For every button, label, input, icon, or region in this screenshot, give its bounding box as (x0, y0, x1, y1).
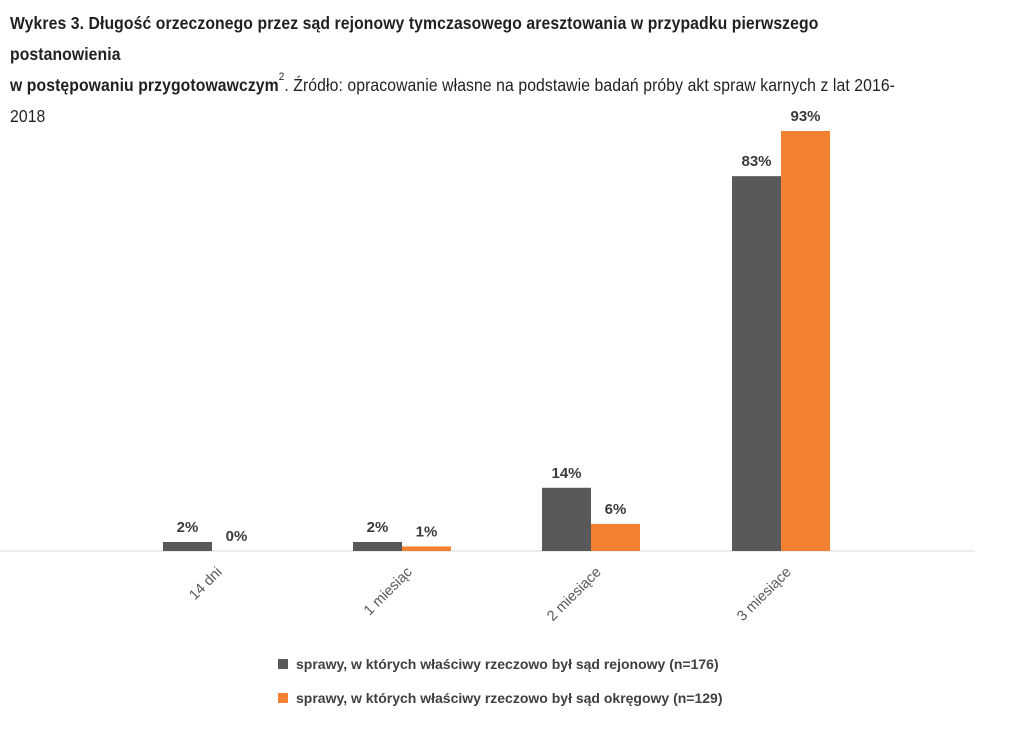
bar-rejonowy-2-miesiace (542, 487, 591, 551)
chart-caption: Wykres 3. Długość orzeczonego przez sąd … (10, 8, 915, 132)
legend-item-okregowy: sprawy, w których właściwy rzeczowo był … (278, 690, 723, 706)
data-label-rejonowy-14-dni: 2% (177, 519, 199, 536)
bar-rejonowy-3-miesiace (732, 176, 781, 551)
bar-okregowy-3-miesiace (781, 131, 830, 551)
x-tick-14-dni: 14 dni (186, 564, 225, 603)
caption-source: . Źródło: opracowanie własne na podstawi… (10, 75, 896, 126)
data-label-okregowy-1-miesiac: 1% (416, 523, 438, 540)
bars-group: 2% 2% 14% 83% 0% 1% 6% 93% (163, 108, 830, 551)
legend-label-rejonowy: sprawy, w których właściwy rzeczowo był … (296, 656, 719, 672)
x-tick-labels: 14 dni 1 miesiąc 2 miesiące 3 miesiące (186, 564, 794, 624)
bar-rejonowy-1-miesiac (353, 541, 402, 551)
x-tick-2-miesiace: 2 miesiące (544, 564, 604, 624)
bar-okregowy-2-miesiace (591, 523, 640, 551)
data-label-rejonowy-1-miesiac: 2% (367, 519, 389, 536)
data-label-rejonowy-2-miesiace: 14% (551, 465, 581, 482)
caption-title-line-2: w postępowaniu przygotowawczym (10, 75, 279, 95)
data-label-okregowy-2-miesiace: 6% (605, 501, 627, 518)
caption-title-line-1: Wykres 3. Długość orzeczonego przez sąd … (10, 13, 819, 64)
legend-label-okregowy: sprawy, w których właściwy rzeczowo był … (296, 690, 723, 706)
bar-okregowy-1-miesiac (402, 546, 451, 551)
data-label-okregowy-3-miesiace: 93% (790, 108, 820, 125)
x-tick-1-miesiac: 1 miesiąc (361, 564, 416, 619)
x-tick-3-miesiace: 3 miesiące (734, 564, 794, 624)
data-label-rejonowy-3-miesiace: 83% (741, 153, 771, 170)
legend-swatch-okregowy (278, 693, 288, 703)
legend-item-rejonowy: sprawy, w których właściwy rzeczowo był … (278, 656, 719, 672)
bar-rejonowy-14-dni (163, 541, 212, 551)
footnote-marker: 2 (278, 71, 285, 83)
legend-swatch-rejonowy (278, 659, 288, 669)
data-label-okregowy-14-dni: 0% (226, 528, 248, 545)
